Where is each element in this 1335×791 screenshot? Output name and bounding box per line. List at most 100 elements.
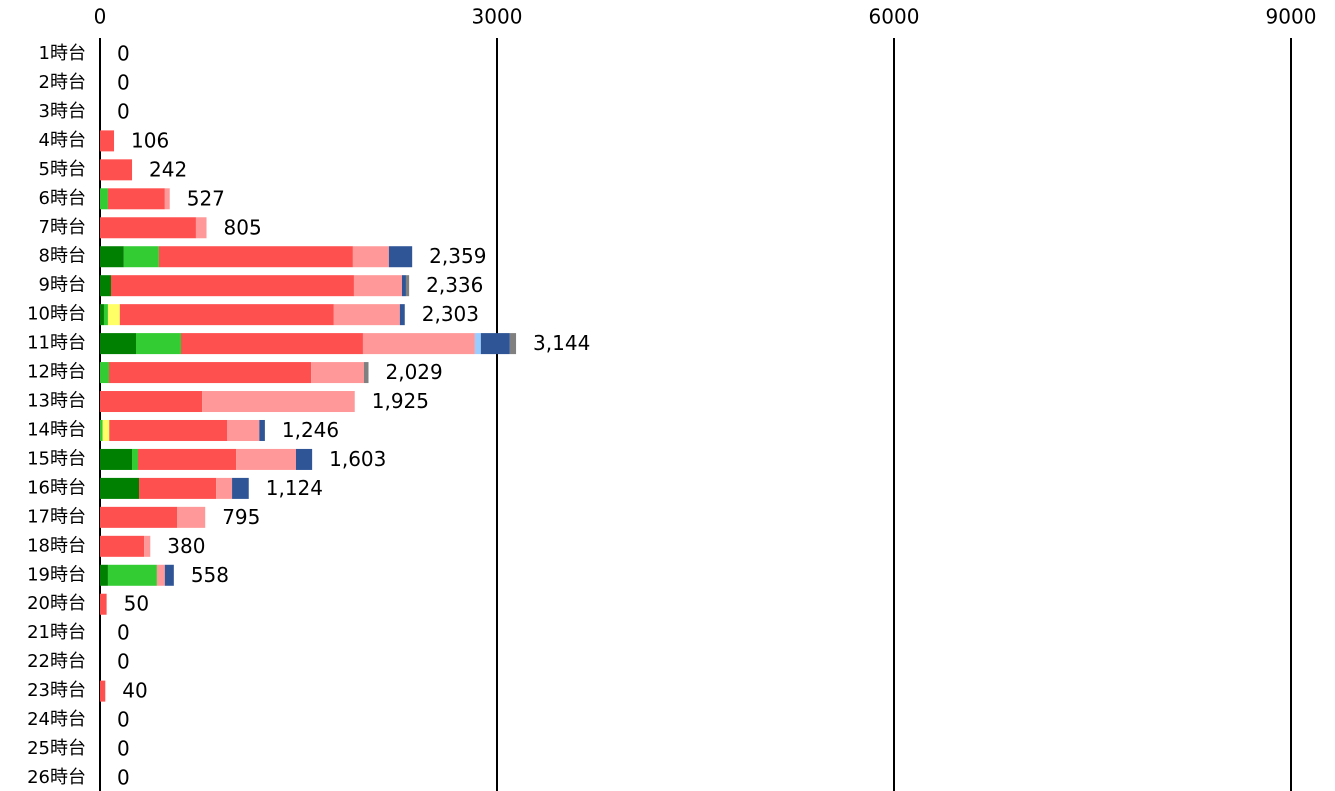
bar-segment	[100, 130, 115, 152]
y-tick-label: 1時台	[39, 43, 86, 64]
y-tick-label: 10時台	[27, 304, 86, 325]
bar-segment	[100, 564, 108, 586]
total-label: 2,359	[429, 244, 486, 268]
bar-segment	[119, 304, 334, 326]
bar-segment	[295, 448, 313, 470]
y-tick-label: 21時台	[27, 622, 86, 643]
total-label: 2,336	[426, 273, 483, 297]
bar-segment	[227, 419, 260, 441]
y-tick-label: 22時台	[27, 651, 86, 672]
y-tick-label: 9時台	[39, 275, 86, 296]
y-tick-label: 14時台	[27, 419, 86, 440]
total-label: 50	[124, 592, 149, 616]
y-tick-label: 20時台	[27, 593, 86, 614]
total-label: 106	[131, 128, 169, 152]
y-tick-label: 12時台	[27, 362, 86, 383]
bar-segment	[102, 419, 110, 441]
total-label: 795	[222, 505, 260, 529]
y-tick-label: 17時台	[27, 506, 86, 527]
bar-segment	[259, 419, 265, 441]
y-tick-label: 8時台	[39, 246, 86, 267]
x-tick-label: 9000	[1266, 5, 1317, 29]
x-tick-label: 0	[94, 5, 107, 29]
total-label: 1,603	[329, 447, 386, 471]
bar-segment	[144, 535, 151, 557]
bar-segment	[474, 333, 481, 355]
total-label: 0	[117, 708, 130, 732]
bar-segment	[364, 362, 369, 384]
y-tick-label: 26時台	[27, 767, 86, 788]
y-tick-label: 25時台	[27, 738, 86, 759]
total-label: 0	[117, 621, 130, 645]
bar-segment	[164, 188, 170, 210]
bar-segment	[156, 564, 165, 586]
bar-segment	[132, 448, 138, 470]
bar-segment	[110, 275, 354, 297]
total-label: 1,246	[282, 418, 339, 442]
bar-segment	[195, 217, 207, 239]
bar-segment	[100, 333, 136, 355]
y-tick-label: 11時台	[27, 333, 86, 354]
total-label: 1,124	[266, 476, 323, 500]
bar-segment	[401, 275, 406, 297]
y-tick-label: 23時台	[27, 680, 86, 701]
bar-segment	[180, 333, 363, 355]
bar-segment	[107, 188, 165, 210]
total-label: 527	[187, 186, 225, 210]
bar-segment	[164, 564, 174, 586]
bar-segment	[100, 159, 133, 181]
total-label: 0	[117, 42, 130, 66]
y-tick-label: 15時台	[27, 448, 86, 469]
bar-segment	[232, 477, 249, 499]
bar-segment	[108, 362, 312, 384]
bar-segment	[100, 188, 108, 210]
y-tick-label: 13時台	[27, 391, 86, 412]
bar-segment	[100, 419, 103, 441]
total-label: 40	[122, 679, 147, 703]
bar-segment	[137, 448, 237, 470]
bar-segment	[399, 304, 405, 326]
bar-segment	[509, 333, 517, 355]
bar-segment	[100, 246, 124, 268]
bar-segment	[123, 246, 159, 268]
bar-segment	[236, 448, 296, 470]
bar-segment	[100, 680, 106, 702]
total-label: 0	[117, 766, 130, 790]
total-label: 1,925	[372, 389, 429, 413]
bar-segment	[353, 275, 402, 297]
y-tick-label: 7時台	[39, 217, 86, 238]
total-label: 2,029	[386, 360, 443, 384]
total-label: 0	[117, 70, 130, 94]
bar-segment	[100, 506, 178, 528]
bar-segment	[135, 333, 181, 355]
y-tick-label: 19時台	[27, 564, 86, 585]
total-label: 380	[167, 534, 205, 558]
bar-segment	[100, 391, 203, 413]
bar-segment	[158, 246, 353, 268]
bar-segment	[352, 246, 389, 268]
bar-segment	[202, 391, 355, 413]
total-label: 805	[224, 215, 262, 239]
bar-segment	[107, 564, 157, 586]
total-label: 0	[117, 737, 130, 761]
bar-segment	[100, 275, 111, 297]
bar-segment	[362, 333, 475, 355]
bar-segment	[177, 506, 206, 528]
bar-segment	[100, 362, 109, 384]
bar-segment	[333, 304, 400, 326]
total-label: 2,303	[422, 302, 479, 326]
x-tick-label: 3000	[472, 5, 523, 29]
bar-segment	[100, 304, 104, 326]
total-label: 0	[117, 99, 130, 123]
bar-segment	[405, 275, 410, 297]
y-tick-label: 18時台	[27, 535, 86, 556]
y-tick-label: 4時台	[39, 130, 86, 151]
total-label: 0	[117, 650, 130, 674]
total-label: 3,144	[533, 331, 590, 355]
bar-segment	[480, 333, 510, 355]
bar-segment	[100, 448, 133, 470]
y-tick-label: 24時台	[27, 709, 86, 730]
bar-segment	[103, 304, 108, 326]
bar-segment	[107, 304, 120, 326]
